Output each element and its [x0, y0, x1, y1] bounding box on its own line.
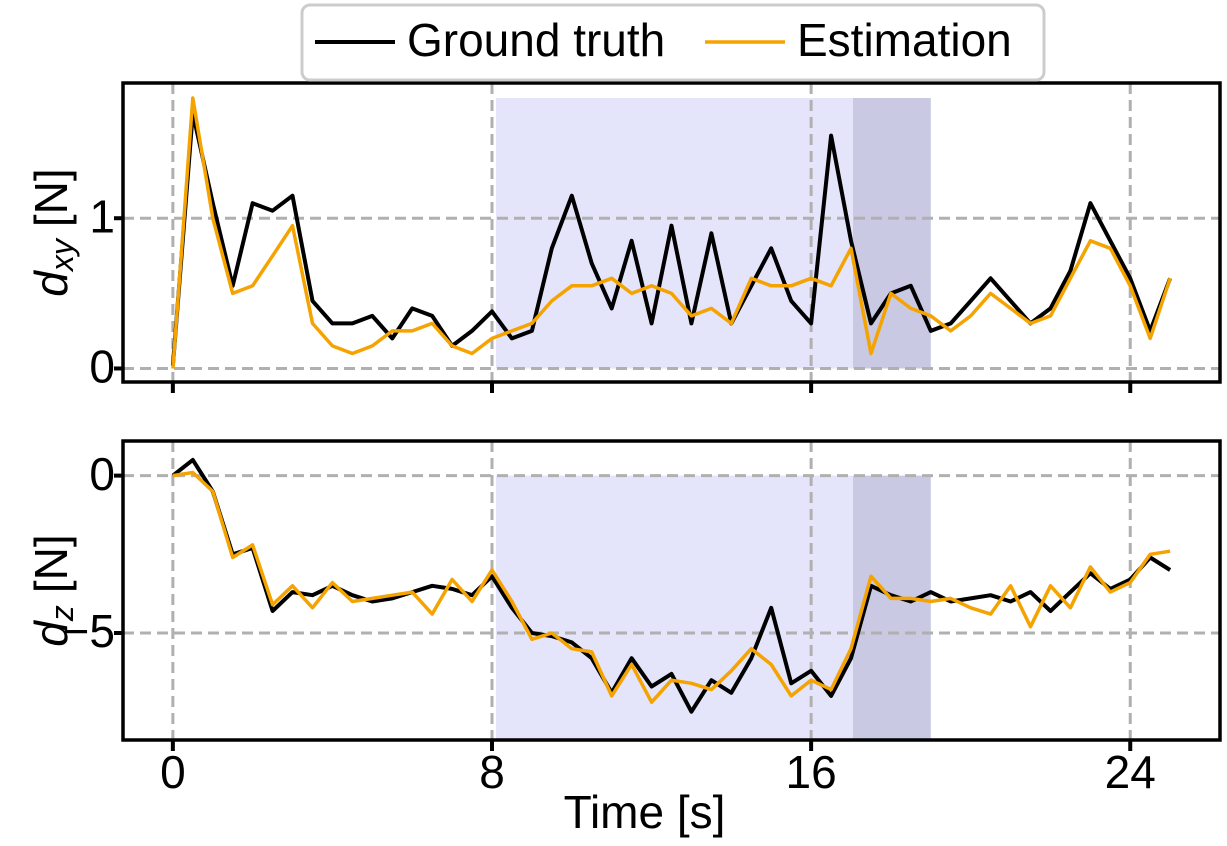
y-axis-label: dxy [N]	[25, 168, 80, 296]
data-line	[171, 96, 1172, 369]
shaded-region	[495, 475, 854, 740]
subplot: 0 8 16 24 −5 0 dz [N] Time [s]	[25, 439, 1222, 838]
legend-label: Ground truth	[407, 14, 665, 66]
data-line	[172, 470, 1171, 704]
y-tick-label: 1	[89, 190, 115, 242]
x-tick-label: 16	[786, 746, 837, 798]
legend: Ground truth Estimation	[300, 3, 1046, 82]
subplot: 0 1 dxy [N]	[25, 81, 1222, 393]
x-tick-label: 8	[479, 746, 505, 798]
legend-frame	[300, 3, 1046, 82]
legend-label: Estimation	[797, 14, 1012, 66]
y-label-unit: [N]	[25, 534, 77, 593]
data-line	[170, 111, 1172, 366]
axes-frame	[121, 81, 1222, 384]
x-tick-label: 0	[160, 746, 186, 798]
y-label-unit: [N]	[25, 168, 77, 227]
y-axis-label: dz [N]	[25, 534, 80, 646]
y-tick-label: −5	[63, 605, 115, 657]
y-label-subscript: xy	[44, 237, 80, 273]
x-tick-label: 24	[1105, 746, 1156, 798]
y-label-symbol: d	[25, 270, 77, 297]
x-axis-label: Time [s]	[564, 786, 726, 838]
y-tick-label: 0	[89, 448, 115, 500]
y-label-symbol: d	[25, 620, 77, 647]
axes-frame	[121, 439, 1222, 742]
y-tick-label: 0	[89, 341, 115, 393]
y-label-subscript: z	[44, 605, 80, 622]
